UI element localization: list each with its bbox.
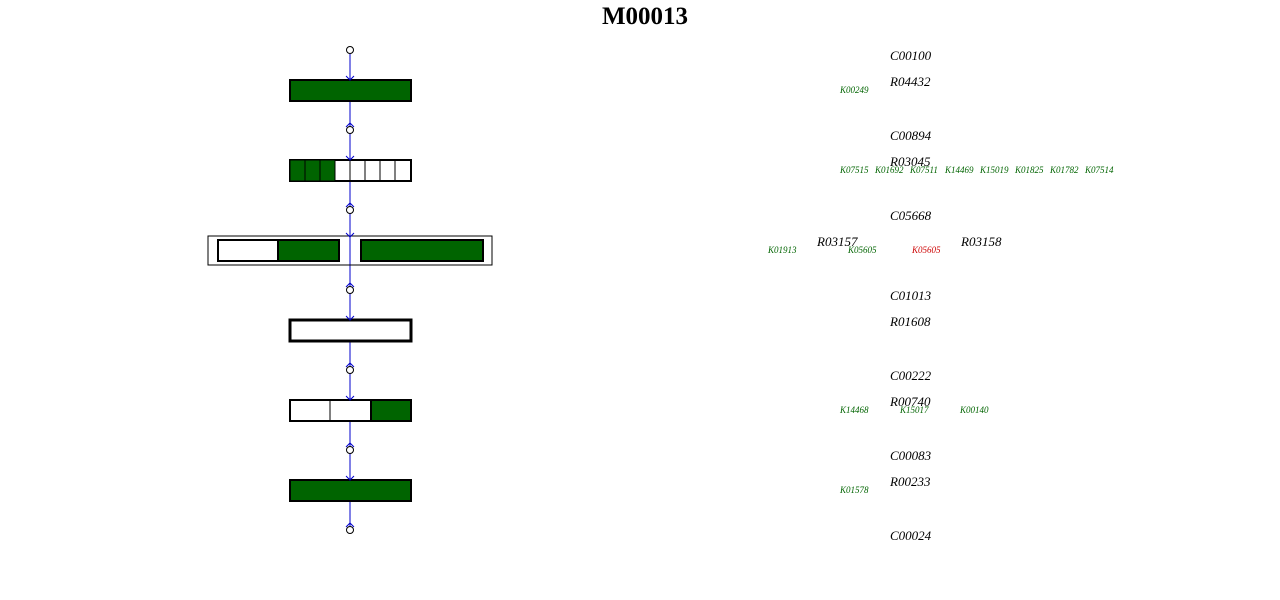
pathway-graphic bbox=[207, 46, 493, 534]
ortholog-label: K01913 bbox=[767, 245, 797, 255]
reaction-label: R00740 bbox=[889, 394, 931, 409]
reaction-label: R03157 bbox=[816, 234, 858, 249]
ortholog-label: K05605 bbox=[911, 245, 941, 255]
ortholog-label: K01692 bbox=[874, 165, 904, 175]
ortholog-label: K05605 bbox=[847, 245, 877, 255]
compound-label: C05668 bbox=[890, 208, 932, 223]
ortholog-label: K00249 bbox=[839, 85, 869, 95]
ortholog-label: K00140 bbox=[959, 405, 989, 415]
compound-label: C00894 bbox=[890, 128, 932, 143]
reaction-label: R00233 bbox=[889, 474, 931, 489]
ortholog-label: K15019 bbox=[979, 165, 1009, 175]
compound-label: C00024 bbox=[890, 528, 932, 543]
reaction-label: R01608 bbox=[889, 314, 931, 329]
ortholog-label: K07514 bbox=[1084, 165, 1114, 175]
ortholog-label: K15017 bbox=[899, 405, 929, 415]
ortholog-label: K07511 bbox=[909, 165, 938, 175]
reaction-label: R04432 bbox=[889, 74, 931, 89]
title: M00013 bbox=[602, 3, 688, 30]
ortholog-label: K01782 bbox=[1049, 165, 1079, 175]
ortholog-label: K07515 bbox=[839, 165, 869, 175]
ortholog-label: K01825 bbox=[1014, 165, 1044, 175]
reaction-label: R03158 bbox=[960, 234, 1002, 249]
compound-label: C00222 bbox=[890, 368, 932, 383]
compound-label: C01013 bbox=[890, 288, 932, 303]
ortholog-label: K14468 bbox=[839, 405, 869, 415]
ortholog-label: K14469 bbox=[944, 165, 974, 175]
reaction-label: R03045 bbox=[889, 154, 931, 169]
compound-label: C00083 bbox=[890, 448, 932, 463]
ortholog-label: K01578 bbox=[839, 485, 869, 495]
compound-label: C00100 bbox=[890, 48, 932, 63]
